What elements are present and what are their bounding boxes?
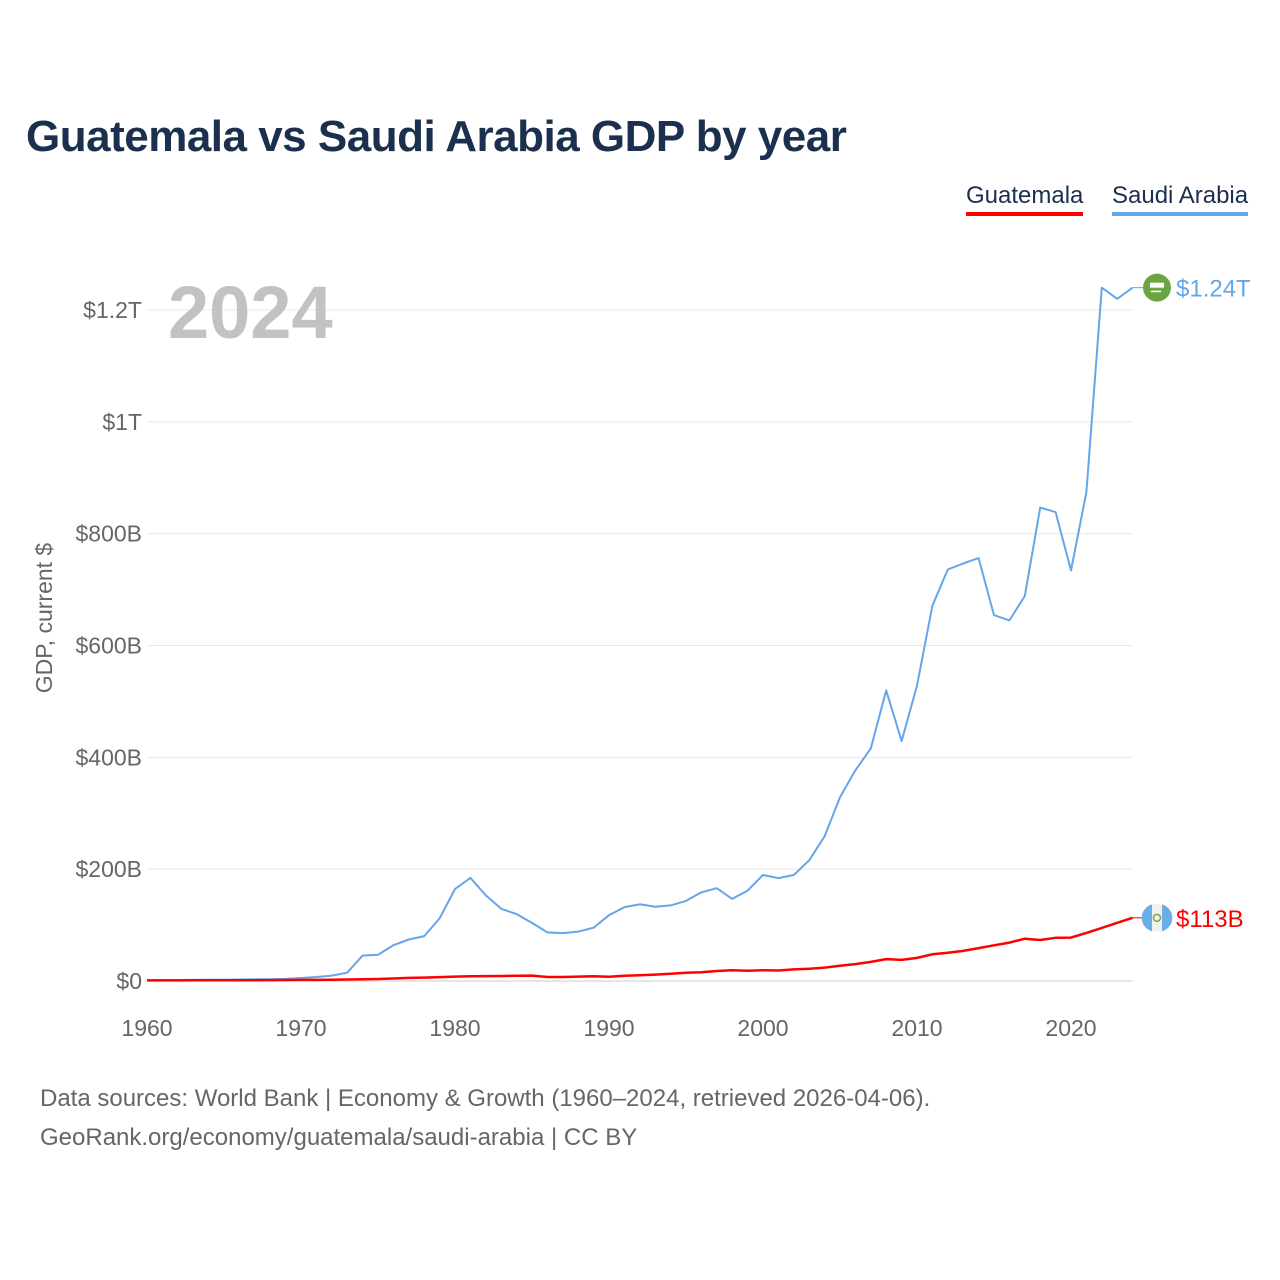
x-tick-label: 2000 [737, 1015, 788, 1041]
y-tick-label: $800B [75, 521, 142, 547]
footer-url[interactable]: GeoRank.org/economy/guatemala/saudi-arab… [40, 1124, 638, 1151]
series-line-guatemala[interactable] [147, 916, 1133, 982]
y-tick-label: $1T [102, 409, 142, 435]
x-tick-label: 1990 [583, 1015, 634, 1041]
saudi-arabia-flag-icon [1143, 273, 1171, 302]
y-tick-label: $200B [75, 856, 142, 882]
y-tick-label: $0 [116, 968, 142, 994]
y-axis-label: GDP, current $ [31, 543, 57, 694]
y-tick-label: $1.2T [83, 297, 142, 323]
x-tick-label: 2020 [1045, 1015, 1096, 1041]
guatemala-flag-icon [1141, 903, 1173, 932]
legend-guatemala[interactable]: Guatemala [966, 182, 1084, 216]
series-line-saudi-arabia[interactable] [146, 286, 1134, 982]
end-value-label: $113B [1176, 906, 1244, 933]
x-tick-label: 2010 [891, 1015, 942, 1041]
x-tick-label: 1960 [121, 1015, 172, 1041]
y-tick-label: $400B [75, 744, 142, 770]
x-tick-label: 1970 [275, 1015, 326, 1041]
x-tick-label: 1980 [429, 1015, 480, 1041]
footer-sources: Data sources: World Bank | Economy & Gro… [40, 1085, 931, 1112]
year-watermark: 2024 [168, 271, 333, 354]
end-value-label: $1.24T [1176, 276, 1251, 303]
y-tick-label: $600B [75, 633, 142, 659]
chart-title: Guatemala vs Saudi Arabia GDP by year [26, 112, 847, 161]
legend-saudi-arabia[interactable]: Saudi Arabia [1112, 182, 1249, 216]
